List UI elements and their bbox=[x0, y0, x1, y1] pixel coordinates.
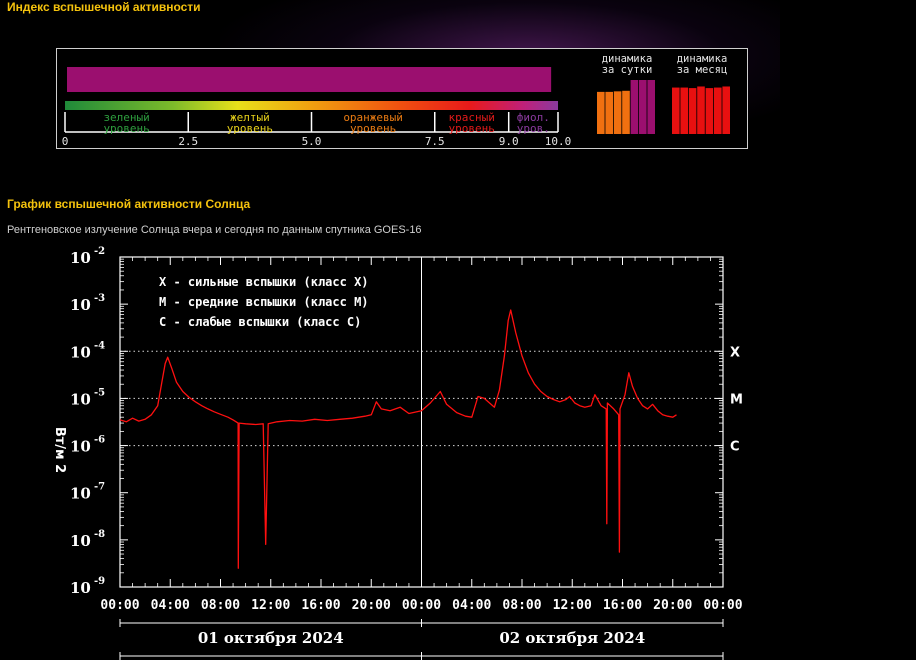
level-label-line1: зеленый bbox=[103, 111, 149, 124]
y-tick-exponent: -9 bbox=[94, 576, 105, 587]
y-tick-label: 10 bbox=[70, 343, 91, 361]
y-tick-exponent: -2 bbox=[94, 246, 105, 257]
x-tick-label: 04:00 bbox=[452, 598, 491, 613]
y-tick-exponent: -7 bbox=[94, 482, 105, 493]
level-label-line2: уровень bbox=[103, 122, 149, 135]
class-label-C: C bbox=[730, 440, 740, 455]
monthly-dynamics-bar bbox=[672, 87, 680, 134]
x-tick-label: 12:00 bbox=[553, 598, 592, 613]
index-scale-tick-label: 7.5 bbox=[425, 135, 445, 148]
daily-dynamics-bar bbox=[647, 80, 655, 134]
y-tick-exponent: -5 bbox=[94, 387, 105, 398]
day-label: 01 октября 2024 bbox=[198, 629, 344, 647]
y-tick-exponent: -3 bbox=[94, 293, 105, 304]
index-value-bar bbox=[67, 67, 552, 92]
class-label-M: M bbox=[730, 392, 743, 407]
x-tick-label: 00:00 bbox=[100, 598, 139, 613]
level-label-line1: желтый bbox=[230, 111, 270, 124]
level-label-line2: уровень bbox=[449, 122, 495, 135]
x-tick-label: 08:00 bbox=[201, 598, 240, 613]
monthly-dynamics-bar bbox=[680, 87, 688, 134]
index-scale-tick-label: 9.0 bbox=[499, 135, 519, 148]
daily-dynamics-bar bbox=[613, 91, 622, 134]
monthly-dynamics-bar bbox=[688, 88, 697, 134]
x-tick-label: 16:00 bbox=[301, 598, 340, 613]
daily-dynamics-bar bbox=[597, 91, 605, 134]
index-scale-tick-label: 5.0 bbox=[302, 135, 322, 148]
level-label-line2: уровень bbox=[350, 122, 396, 135]
index-scale-tick-label: 0 bbox=[62, 135, 69, 148]
level-label-line1: красный bbox=[449, 111, 495, 124]
index-scale-tick-label: 10.0 bbox=[545, 135, 572, 148]
day-label: 02 октября 2024 bbox=[499, 629, 645, 647]
flare-index-graphic: 0 2.5 5.0 7.5 9.0 10.0зеленыйуровеньжелтыйуро… bbox=[62, 53, 730, 148]
monthly-dynamics-bar bbox=[705, 88, 714, 134]
monthly-dynamics-bar bbox=[722, 86, 730, 134]
chart-subtitle: Рентгеновское излучение Солнца вчера и с… bbox=[7, 224, 422, 236]
legend-entry: C - слабые вспышки (класс C) bbox=[159, 315, 361, 329]
daily-dynamics-label1: динамика bbox=[602, 53, 653, 65]
level-label-line2: уровень bbox=[227, 122, 273, 135]
level-label-line1: оранжевый bbox=[343, 111, 403, 124]
legend-entry: X - сильные вспышки (класс X) bbox=[159, 275, 369, 289]
legend-entry: M - средние вспышки (класс M) bbox=[159, 295, 369, 309]
y-tick-exponent: -4 bbox=[94, 340, 105, 351]
class-label-X: X bbox=[730, 345, 740, 360]
y-tick-label: 10 bbox=[70, 296, 91, 314]
x-tick-label: 20:00 bbox=[653, 598, 692, 613]
y-axis-label: Вт/м 2 bbox=[52, 427, 67, 473]
daily-dynamics-bar bbox=[622, 90, 630, 134]
daily-dynamics-label2: за сутки bbox=[602, 64, 653, 76]
daily-dynamics-bar bbox=[605, 91, 613, 134]
level-gradient-bar bbox=[65, 101, 558, 110]
monthly-dynamics-label2: за месяц bbox=[677, 64, 728, 76]
y-tick-label: 10 bbox=[70, 390, 91, 408]
y-tick-label: 10 bbox=[70, 249, 91, 267]
monthly-dynamics-bar bbox=[714, 87, 722, 134]
x-tick-label: 00:00 bbox=[703, 598, 742, 613]
xray-flux-series-line bbox=[119, 309, 677, 569]
level-label-line1: фиол. bbox=[517, 111, 550, 124]
y-tick-label: 10 bbox=[70, 438, 91, 456]
monthly-dynamics-bar bbox=[697, 86, 705, 134]
x-tick-label: 00:00 bbox=[402, 598, 441, 613]
index-scale-tick-label: 2.5 bbox=[178, 135, 198, 148]
monthly-dynamics-label1: динамика bbox=[677, 53, 728, 65]
x-tick-label: 20:00 bbox=[352, 598, 391, 613]
x-tick-label: 08:00 bbox=[502, 598, 541, 613]
x-tick-label: 12:00 bbox=[251, 598, 290, 613]
daily-dynamics-bar bbox=[630, 80, 639, 134]
index-heading: Индекс вспышечной активности bbox=[7, 0, 201, 14]
y-tick-exponent: -8 bbox=[94, 529, 105, 540]
chart-frame bbox=[119, 256, 724, 588]
y-tick-label: 10 bbox=[70, 579, 91, 597]
level-label-line2: уров. bbox=[517, 122, 550, 135]
x-tick-label: 16:00 bbox=[603, 598, 642, 613]
y-tick-label: 10 bbox=[70, 532, 91, 550]
chart-heading: График вспышечной активности Солнца bbox=[7, 197, 251, 211]
flare-index-panel: 0 2.5 5.0 7.5 9.0 10.0 зеленый уровень желтый уро… bbox=[56, 48, 748, 149]
y-tick-label: 10 bbox=[70, 485, 91, 503]
daily-dynamics-bar bbox=[639, 80, 647, 134]
x-tick-label: 04:00 bbox=[151, 598, 190, 613]
y-tick-exponent: -6 bbox=[94, 435, 105, 446]
